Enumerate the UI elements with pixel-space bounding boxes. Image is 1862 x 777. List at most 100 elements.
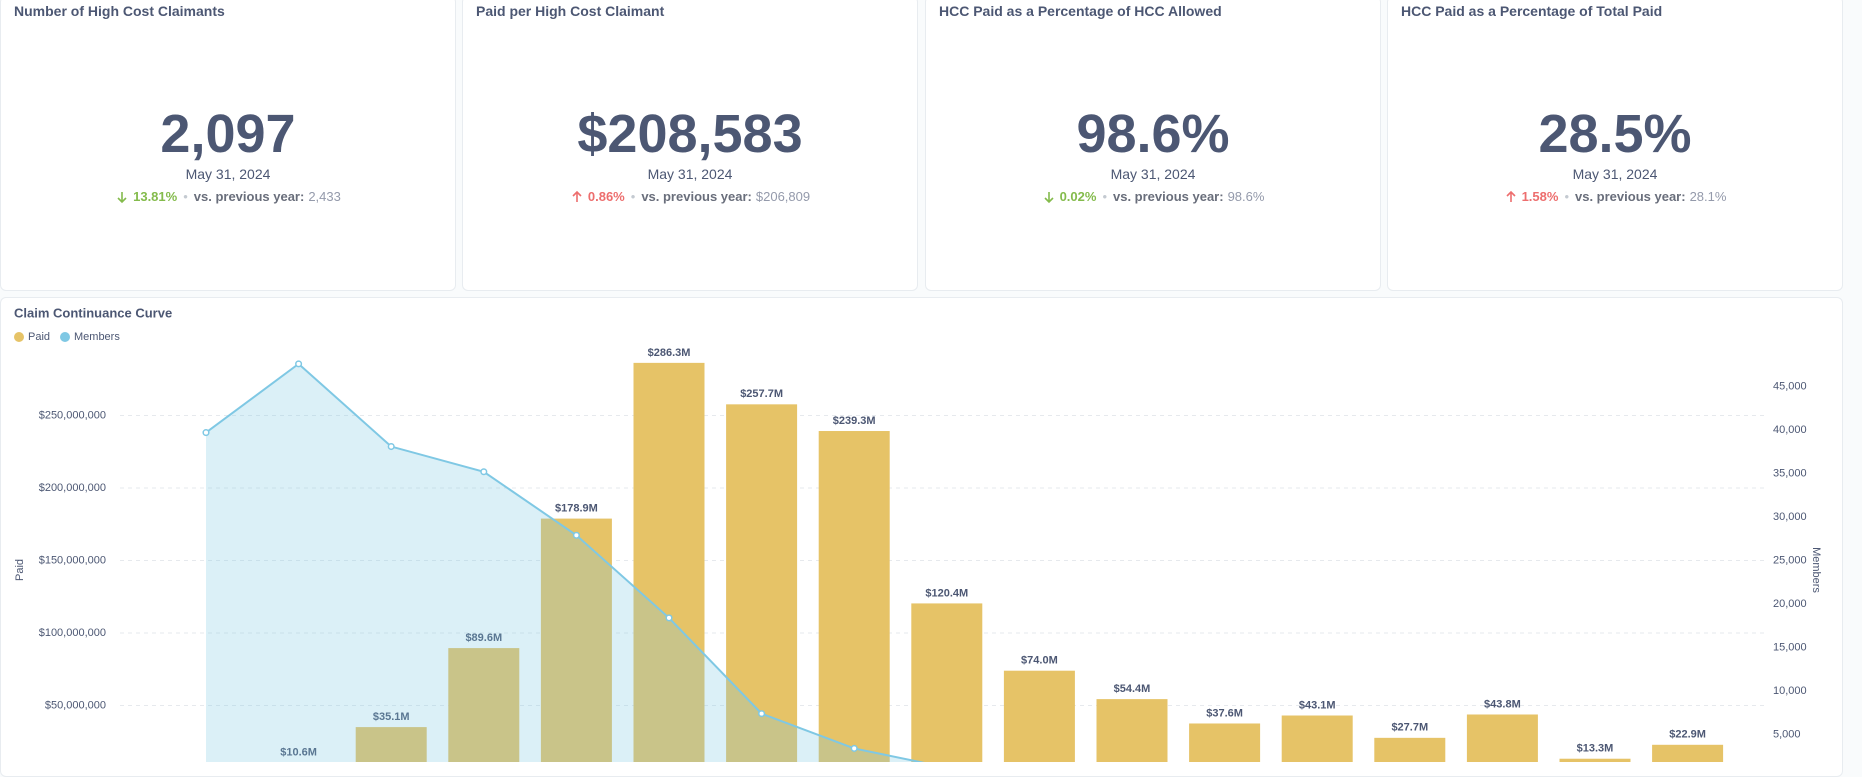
kpi-date: May 31, 2024 <box>1572 166 1658 182</box>
bar <box>726 404 798 762</box>
area <box>206 363 920 762</box>
kpi-change-row: 0.02% • vs. previous year: 98.6% <box>926 188 1380 204</box>
data-label: $239.3M <box>833 415 876 427</box>
kpi-change: 0.86% <box>587 189 625 205</box>
y2-tick-label: 25,000 <box>1773 554 1807 566</box>
data-label: $27.7M <box>1391 722 1428 734</box>
data-label: $37.6M <box>1206 707 1243 719</box>
kpi-date: May 31, 2024 <box>647 166 733 182</box>
y2-tick-label: 45,000 <box>1773 380 1807 392</box>
y2-tick-label: 35,000 <box>1773 467 1807 479</box>
data-label: $22.9M <box>1669 729 1706 741</box>
legend-swatch <box>60 332 70 342</box>
kpi-card: HCC Paid as a Percentage of Total Paid 28… <box>1387 0 1843 291</box>
data-label: $286.3M <box>648 347 691 359</box>
y2-tick-label: 20,000 <box>1773 598 1807 610</box>
y-tick-label: $100,000,000 <box>39 627 106 639</box>
point <box>850 744 858 752</box>
kpi-title: HCC Paid as a Percentage of HCC Allowed <box>939 3 1222 19</box>
legend-swatch <box>14 332 24 342</box>
separator: • <box>1564 189 1569 205</box>
kpi-change: 0.02% <box>1059 189 1097 205</box>
bar <box>818 431 890 762</box>
bar <box>1652 744 1724 762</box>
kpi-card: HCC Paid as a Percentage of HCC Allowed 9… <box>925 0 1381 291</box>
data-label: $54.4M <box>1114 683 1151 695</box>
kpi-value: 98.6% <box>1076 104 1230 164</box>
comparison-label: vs. previous year: <box>1113 189 1224 205</box>
kpi-card: Paid per High Cost Claimant $208,583 May 3… <box>462 0 918 291</box>
kpi-change: 13.81% <box>133 189 178 205</box>
separator: • <box>183 189 188 205</box>
kpi-title: Number of High Cost Claimants <box>14 3 225 19</box>
kpi-change-row: 1.58% • vs. previous year: 28.1% <box>1388 188 1842 204</box>
kpi-change: 1.58% <box>1521 189 1559 205</box>
comparison-label: vs. previous year: <box>1575 189 1686 205</box>
point <box>758 710 766 718</box>
previous-value: 98.6% <box>1227 189 1265 205</box>
y-tick-label: $250,000,000 <box>39 409 106 421</box>
y-axis-label: Paid <box>14 559 26 581</box>
kpi-value: 2,097 <box>160 104 296 164</box>
data-label: $43.8M <box>1484 698 1521 710</box>
data-label: $43.1M <box>1299 699 1336 711</box>
kpi-title: HCC Paid as a Percentage of Total Paid <box>1401 3 1663 19</box>
data-label: $13.3M <box>1577 743 1614 755</box>
previous-value: 28.1% <box>1689 189 1727 205</box>
separator: • <box>1102 189 1107 205</box>
separator: • <box>630 189 636 205</box>
line <box>205 362 925 762</box>
legend-label: Paid <box>28 331 50 343</box>
previous-value: $206,809 <box>755 189 811 205</box>
trend-arrow <box>1043 191 1054 203</box>
data-label: $120.4M <box>925 587 968 599</box>
bar <box>1189 723 1261 762</box>
bar <box>1281 715 1353 762</box>
bar <box>911 603 983 762</box>
point <box>202 429 210 437</box>
comparison-label: vs. previous year: <box>641 189 752 205</box>
kpi-change-row: 13.81% • vs. previous year: 2,433 <box>1 188 455 204</box>
trend-arrow <box>1505 190 1516 202</box>
y2-tick-label: 10,000 <box>1773 685 1807 697</box>
comparison-label: vs. previous year: <box>193 189 305 205</box>
kpi-date: May 31, 2024 <box>185 166 271 182</box>
y2-tick-label: 5,000 <box>1773 728 1801 740</box>
data-label: $89.6M <box>465 632 502 644</box>
data-label: $257.7M <box>740 388 783 400</box>
point <box>665 614 673 622</box>
bar <box>1096 699 1168 762</box>
data-label: $178.9M <box>555 503 598 515</box>
point <box>387 442 395 451</box>
y2-axis-label: Members <box>1810 547 1822 593</box>
data-label: $10.6M <box>280 747 317 759</box>
y2-tick-label: 30,000 <box>1773 511 1807 523</box>
kpi-value: $208,583 <box>577 104 803 164</box>
kpi-card: Number of High Cost Claimants 2,097 May 31… <box>0 0 456 291</box>
data-label: $35.1M <box>373 711 410 723</box>
trend-arrow <box>117 191 127 203</box>
y2-tick-label: 15,000 <box>1773 641 1807 653</box>
data-label: $74.0M <box>1021 655 1058 667</box>
legend-label: Members <box>74 331 120 343</box>
bar <box>1374 737 1446 762</box>
y2-tick-label: 40,000 <box>1773 424 1807 436</box>
kpi-value: 28.5% <box>1538 104 1692 164</box>
point <box>295 360 303 368</box>
kpi-change-row: 0.86% • vs. previous year: $206,809 <box>463 188 917 204</box>
y-tick-label: $200,000,000 <box>39 482 106 494</box>
y-tick-label: $50,000,000 <box>45 699 106 711</box>
bar <box>1003 670 1075 762</box>
chart-card: Claim Continuance Curve Paid Members Paid M… <box>0 297 1843 777</box>
previous-value: 2,433 <box>308 189 341 205</box>
bar <box>1466 714 1538 762</box>
y-tick-label: $150,000,000 <box>39 554 106 566</box>
bar <box>540 518 612 762</box>
kpi-title: Paid per High Cost Claimant <box>476 3 665 19</box>
bar <box>448 648 520 762</box>
bar <box>1559 758 1631 762</box>
chart-title: Claim Continuance Curve <box>14 305 172 320</box>
bar <box>633 362 705 762</box>
bar <box>355 727 427 762</box>
